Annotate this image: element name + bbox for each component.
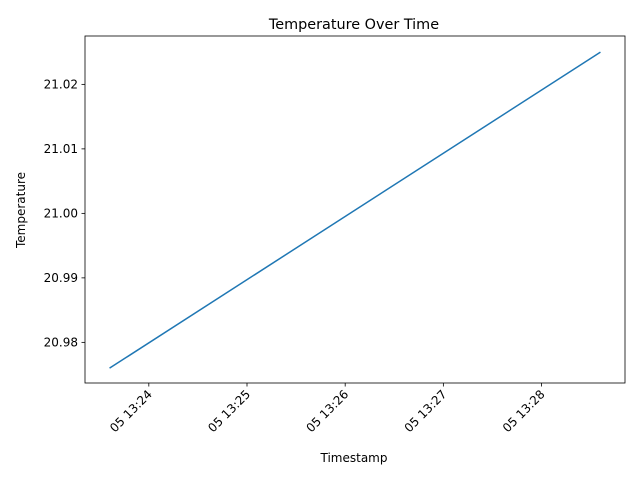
y-ticks: 20.98 20.99 21.00 21.01 21.02 bbox=[44, 77, 85, 349]
y-tick-label: 21.01 bbox=[44, 142, 78, 156]
y-axis-label: Temperature bbox=[14, 172, 28, 249]
y-tick-label: 21.02 bbox=[44, 77, 78, 91]
series-line bbox=[109, 51, 601, 369]
y-tick-label: 21.00 bbox=[44, 206, 78, 220]
x-axis-label: Timestamp bbox=[320, 451, 388, 465]
y-tick-label: 20.99 bbox=[44, 271, 78, 285]
series-layer bbox=[109, 51, 601, 369]
plot-frame bbox=[84, 35, 626, 384]
y-tick-label: 20.98 bbox=[44, 335, 78, 349]
chart-title: Temperature Over Time bbox=[268, 17, 439, 33]
